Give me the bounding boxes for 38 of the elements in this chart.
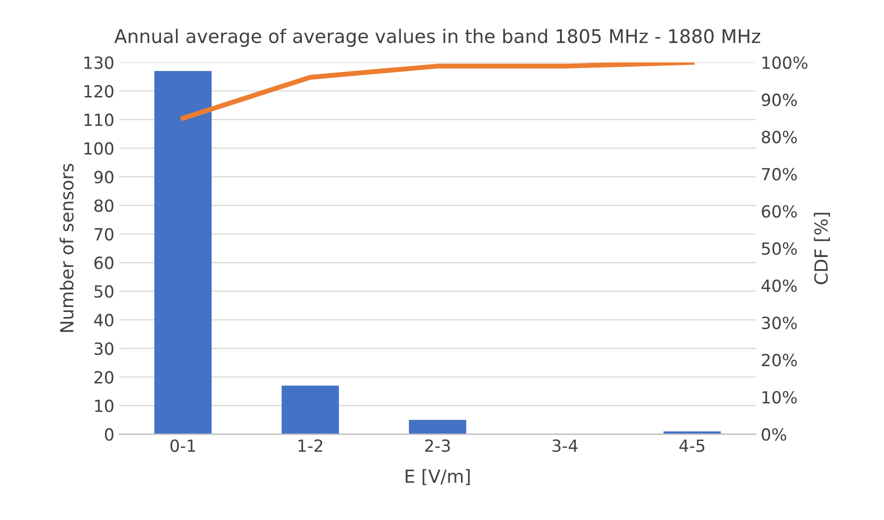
y2-tick-label: 70% [762,168,797,181]
y-tick-label: 70 [94,228,114,241]
y-tick-label: 130 [84,56,114,69]
y2-tick-label: 40% [761,279,797,292]
y-tick-label: 20 [94,370,114,384]
y-tick-label: 120 [84,84,114,98]
y2-tick-label: 80% [762,130,797,144]
y2-tick-label: 50% [762,242,797,255]
bar [154,70,212,434]
x-axis-title: E [V/m] [406,469,470,486]
y-axis-title: Number of sensors [60,164,74,332]
y-tick-label: 60 [94,256,114,270]
y-tick-label: 0 [104,428,114,441]
x-tick-label: 1-2 [298,439,322,452]
x-tick-label: 0-1 [170,439,196,452]
y-tick-label: 10 [95,400,114,412]
y-tick-label: 110 [84,114,114,126]
y2-tick-label: 100% [762,56,808,69]
bar [408,420,466,434]
x-tick-label: 3-4 [552,439,578,452]
chart-title: Annual average of average values in the band 1805 MHz - 1880 MHz [114,28,760,47]
line-series [180,62,695,121]
y2-tick-label: 10% [762,390,797,404]
y-tick-label: 80 [94,199,114,212]
y-tick-label: 40 [94,314,114,326]
y2-axis-title: CDF [%] [814,212,830,284]
y-tick-label: 90 [94,170,114,184]
y2-tick-label: 30% [762,316,797,330]
y-tick-label: 30 [94,342,114,355]
y-tick-label: 100 [84,142,114,155]
x-tick-label: 2-3 [425,439,450,452]
bar [282,386,339,434]
y2-tick-label: 0% [762,428,786,441]
x-tick-label: 4-5 [679,440,704,452]
y-tick-label: 50 [94,285,114,298]
y2-tick-label: 60% [762,205,797,218]
y2-tick-label: 20% [762,354,797,366]
y2-tick-label: 90% [762,94,797,106]
